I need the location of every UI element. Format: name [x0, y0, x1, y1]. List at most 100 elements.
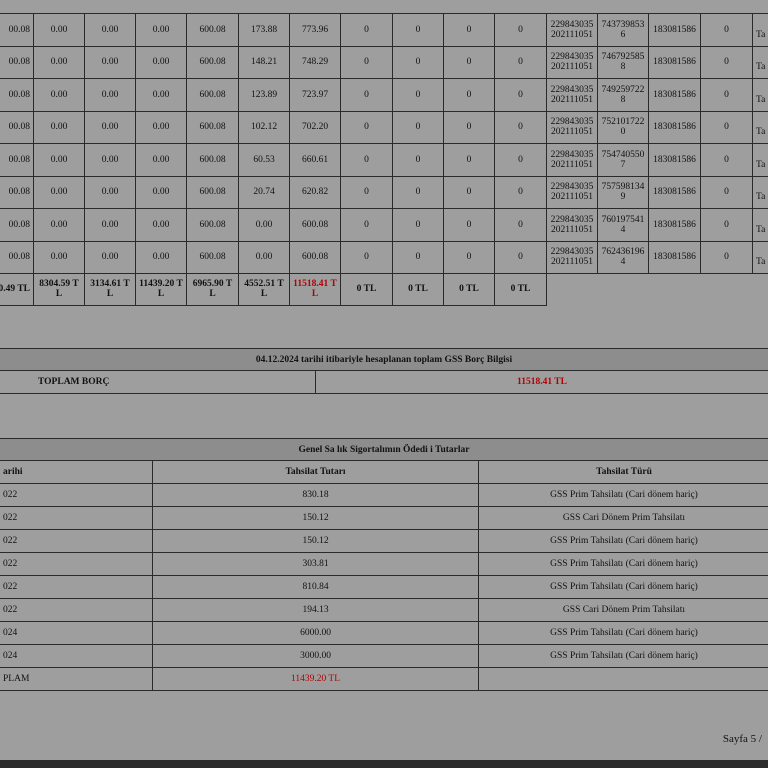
- payment-cell: 022: [0, 552, 153, 576]
- bottom-bar: [0, 760, 768, 768]
- table-cell: 600.08: [186, 13, 239, 47]
- payment-cell: GSS Prim Tahsilatı (Cari dönem hariç): [478, 644, 768, 668]
- table-cell: 183081586: [648, 110, 701, 144]
- table-cell: 229843035 202111051: [546, 78, 598, 112]
- table-cell: 0: [700, 175, 753, 209]
- table-cell: 600.08: [186, 143, 239, 177]
- table-cell: 0: [443, 45, 495, 79]
- table-cell: 00.08: [0, 110, 34, 144]
- table-cell: 0: [443, 13, 495, 47]
- header-cell: Tahsilat Tutarı: [152, 460, 479, 484]
- table-cell: 0: [340, 78, 393, 112]
- payment-cell: 022: [0, 506, 153, 530]
- table-cell: 229843035 202111051: [546, 110, 598, 144]
- table-cell: 7547405507: [597, 143, 649, 177]
- table-cell: 0: [443, 175, 495, 209]
- table-cell: 183081586: [648, 45, 701, 79]
- table-cell: 0: [494, 13, 547, 47]
- table-cell: 0.00: [33, 13, 85, 47]
- table-cell: 0: [340, 110, 393, 144]
- table-cell: 0.00: [135, 45, 187, 79]
- table-cell: 0.00: [33, 45, 85, 79]
- table-cell: 600.08: [186, 110, 239, 144]
- table-cell: 0: [392, 45, 444, 79]
- table-cell: 148.21: [238, 45, 290, 79]
- payment-cell: GSS Prim Tahsilatı (Cari dönem hariç): [478, 621, 768, 645]
- table-cell: 0.00: [135, 175, 187, 209]
- payment-total: 11439.20 TL: [152, 667, 479, 691]
- table-cell: 60.53: [238, 143, 290, 177]
- debt-amount: 11518.41 TL: [315, 370, 768, 394]
- table-cell: 0: [392, 110, 444, 144]
- payment-cell: 303.81: [152, 552, 479, 576]
- table-cell: Ta: [752, 78, 768, 112]
- table-cell: 183081586: [648, 13, 701, 47]
- total-cell: 11439.20 TL: [135, 273, 187, 306]
- table-cell: 0: [392, 240, 444, 274]
- table-cell: 0.00: [84, 208, 136, 242]
- table-cell: 183081586: [648, 208, 701, 242]
- table-cell: 0.00: [33, 143, 85, 177]
- table-cell: 0: [494, 175, 547, 209]
- table-cell: 0: [340, 143, 393, 177]
- table-cell: 7601975414: [597, 208, 649, 242]
- table-cell: 00.08: [0, 45, 34, 79]
- table-cell: Ta: [752, 13, 768, 47]
- table-cell: 0: [494, 110, 547, 144]
- table-cell: 0.00: [84, 78, 136, 112]
- payment-cell: GSS Prim Tahsilatı (Cari dönem hariç): [478, 552, 768, 576]
- table-cell: 0: [494, 240, 547, 274]
- table-cell: Ta: [752, 143, 768, 177]
- table-cell: 0: [392, 13, 444, 47]
- table-cell: 7575981349: [597, 175, 649, 209]
- table-cell: 0: [340, 13, 393, 47]
- payment-cell: 024: [0, 644, 153, 668]
- payment-total-empty: [478, 667, 768, 691]
- table-cell: 0: [443, 240, 495, 274]
- table-cell: 0.00: [33, 110, 85, 144]
- payments-title: Genel Sa lık Sigortalımın Ödedi i Tutarl…: [0, 438, 768, 461]
- table-cell: 0.00: [135, 110, 187, 144]
- total-cell: 0 TL: [443, 273, 495, 306]
- table-cell: 00.08: [0, 143, 34, 177]
- table-cell: 0.00: [238, 240, 290, 274]
- table-cell: 0: [700, 208, 753, 242]
- table-cell: Ta: [752, 240, 768, 274]
- total-cell: 6965.90 TL: [186, 273, 239, 306]
- table-cell: 0.00: [135, 208, 187, 242]
- payment-cell: 3000.00: [152, 644, 479, 668]
- table-cell: Ta: [752, 175, 768, 209]
- table-cell: Ta: [752, 208, 768, 242]
- payment-cell: 194.13: [152, 598, 479, 622]
- payment-cell: GSS Cari Dönem Prim Tahsilatı: [478, 598, 768, 622]
- table-cell: 600.08: [186, 240, 239, 274]
- table-cell: 20.74: [238, 175, 290, 209]
- table-cell: 660.61: [289, 143, 341, 177]
- table-cell: 229843035 202111051: [546, 143, 598, 177]
- table-cell: 0: [700, 110, 753, 144]
- debt-title: 04.12.2024 tarihi itibariyle hesaplanan …: [0, 348, 768, 371]
- table-cell: 0: [443, 110, 495, 144]
- table-cell: 102.12: [238, 110, 290, 144]
- table-cell: Ta: [752, 110, 768, 144]
- payment-cell: 810.84: [152, 575, 479, 599]
- table-cell: 0.00: [135, 13, 187, 47]
- table-cell: 7624361964: [597, 240, 649, 274]
- table-cell: 748.29: [289, 45, 341, 79]
- table-cell: 00.08: [0, 240, 34, 274]
- payment-cell: GSS Prim Tahsilatı (Cari dönem hariç): [478, 529, 768, 553]
- table-cell: 0: [340, 240, 393, 274]
- payment-total: PLAM: [0, 667, 153, 691]
- table-cell: 0.00: [84, 175, 136, 209]
- table-cell: 183081586: [648, 175, 701, 209]
- table-cell: 600.08: [289, 208, 341, 242]
- table-cell: 0.00: [135, 240, 187, 274]
- table-cell: 123.89: [238, 78, 290, 112]
- table-cell: 0: [494, 143, 547, 177]
- table-cell: 0.00: [84, 240, 136, 274]
- table-cell: 183081586: [648, 78, 701, 112]
- table-cell: 702.20: [289, 110, 341, 144]
- table-cell: 0: [340, 208, 393, 242]
- table-cell: 0.00: [135, 143, 187, 177]
- payment-cell: 022: [0, 529, 153, 553]
